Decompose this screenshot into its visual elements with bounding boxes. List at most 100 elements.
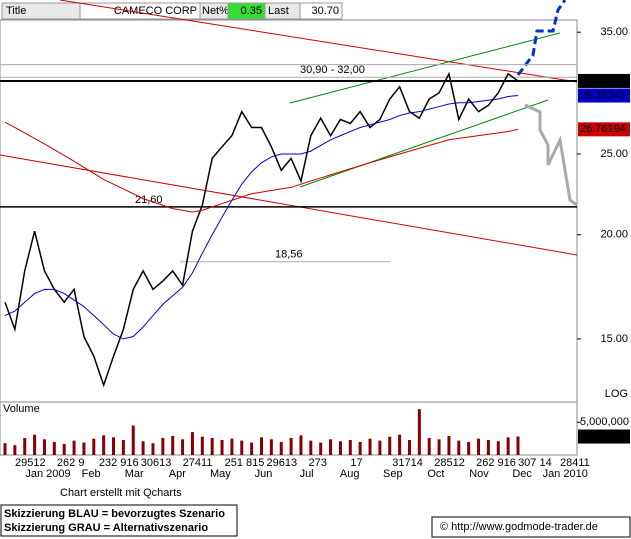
day-label: 307 14 (518, 457, 552, 469)
symbol: CAMECO CORP (114, 5, 197, 17)
volume-bar (250, 442, 254, 455)
title-box-text: Title (6, 5, 26, 17)
trend-lines (0, 0, 578, 256)
day-label: 29512 (15, 457, 46, 469)
volume-bar (516, 436, 520, 455)
volume-bar (220, 439, 224, 455)
level-label: 30,90 - 32,00 (300, 64, 365, 76)
month-label: Jan 2009 (25, 468, 70, 480)
volume-bar (348, 439, 352, 455)
month-label: Sep (383, 468, 403, 480)
volume-bar (141, 441, 145, 455)
volume-bar (52, 441, 56, 455)
volume-bar (190, 432, 194, 455)
volume-bar (3, 443, 7, 455)
volume-bar (269, 439, 273, 455)
volume-bar (161, 437, 165, 455)
price-label-box (578, 122, 630, 137)
day-label: 251 815 (225, 457, 265, 469)
month-label: Mar (125, 468, 144, 480)
volume-bar (171, 436, 175, 455)
volume-bar (309, 440, 313, 455)
volume-bar (279, 441, 283, 455)
volume-bar (102, 435, 106, 455)
volume-bar (368, 438, 372, 455)
trend-line (0, 154, 578, 256)
volume-bar (92, 438, 96, 455)
price-label: 29.38343 (580, 89, 626, 101)
volume-bar (33, 434, 37, 455)
last-label: Last (268, 5, 289, 17)
volume-bar (427, 437, 431, 455)
trend-line (289, 32, 561, 104)
volume-bar (299, 435, 303, 455)
volume-bar (131, 425, 135, 455)
volume-label: 2,822,476 (580, 430, 629, 442)
volume-bar (260, 437, 263, 455)
last-value: 30.70 (311, 5, 339, 17)
volume-title: Volume (3, 403, 40, 415)
volume-bar (378, 440, 382, 455)
volume-bar (23, 437, 27, 455)
volume-bar (358, 441, 362, 455)
day-label: 273 (308, 457, 326, 469)
volume-bar (240, 440, 244, 455)
last-value-box (299, 2, 343, 20)
price-line (4, 121, 519, 213)
volume-bar (486, 439, 490, 455)
gray-scenario (524, 103, 578, 207)
price-label: 30.59 (580, 75, 608, 87)
price-label-box (578, 88, 630, 103)
volume-bar (467, 441, 471, 455)
volume-bar (329, 439, 333, 455)
month-label: May (210, 468, 231, 480)
volume-label-box (578, 429, 630, 444)
volume-bar (457, 440, 461, 455)
day-label: 262 916 (476, 457, 516, 469)
note-blue: Skizzierung BLAU = bevorzugtes Szenario (4, 508, 225, 520)
volume-bar (82, 442, 86, 455)
volume-bar (447, 436, 451, 455)
price-line (4, 95, 519, 340)
month-label: Apr (169, 468, 186, 480)
price-line (4, 71, 519, 388)
y-tick-label: 15.00 (600, 333, 628, 345)
level-label: 18,56 (275, 249, 303, 261)
volume-bar (496, 441, 500, 455)
volume-bar (13, 445, 17, 455)
month-label: Jun (255, 468, 273, 480)
volume-bar (181, 439, 185, 455)
note-box (0, 504, 238, 537)
month-label: Aug (340, 468, 360, 480)
volume-bar (437, 439, 441, 455)
blue-scenario (516, 0, 567, 76)
volume-bar (398, 434, 402, 455)
day-label: 29613 (267, 457, 298, 469)
day-label: 28411 (560, 457, 590, 469)
credit: Chart erstellt mit Qcharts (60, 487, 182, 499)
month-label: Nov (469, 468, 489, 480)
month-label: Oct (427, 468, 444, 480)
volume-bar (151, 443, 155, 455)
url-box (431, 516, 631, 538)
volume-bar (319, 442, 323, 455)
note-gray: Skizzierung GRAU = Alternativszenario (4, 522, 208, 534)
month-label: Jan 2010 (543, 468, 588, 480)
volume-tick-label: 5,000,000 (580, 416, 629, 428)
price-label: 26.76194 (580, 123, 626, 135)
month-label: Jul (300, 468, 314, 480)
volume-bar (477, 438, 481, 455)
volume-bar (42, 439, 46, 455)
volume-panel (0, 401, 578, 456)
trend-line (59, 0, 578, 83)
scale-note: LOG (605, 388, 628, 400)
volume-bar (210, 437, 214, 455)
day-label: 30613 (141, 457, 172, 469)
volume-bar (407, 439, 411, 455)
month-label: Feb (82, 468, 101, 480)
volume-bar (388, 436, 392, 455)
trend-line (299, 99, 549, 188)
net-label: Net% (202, 5, 229, 17)
volume-bar (62, 443, 66, 455)
